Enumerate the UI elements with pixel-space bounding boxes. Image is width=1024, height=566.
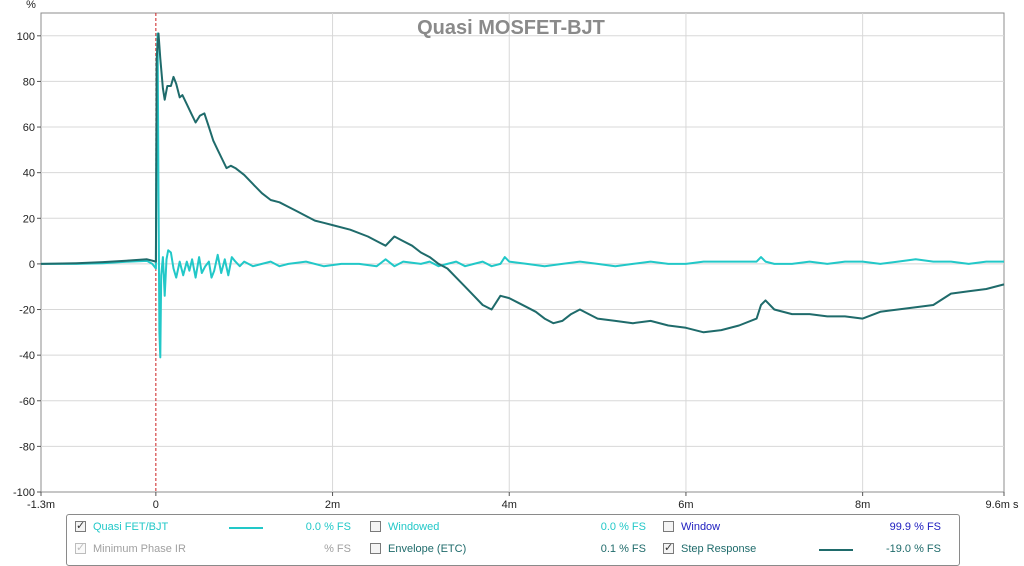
legend-checkbox[interactable]: ✓ [75, 520, 86, 532]
series-line-step-response [40, 32, 1005, 334]
legend-label: Step Response [681, 543, 757, 555]
x-tick-label: 8m [855, 499, 870, 511]
legend-panel: ✓ Quasi FET/BJT 0.0 % FS Windowed 0.0 % FS Wi… [66, 514, 960, 566]
legend-line-swatch [229, 527, 263, 529]
y-axis-unit-label: % [26, 0, 36, 11]
legend-value: -19.0 % FS [885, 543, 941, 555]
series-line-impulse [41, 32, 1004, 359]
legend-label: Envelope (ETC) [388, 543, 467, 555]
legend-value: 0.0 % FS [600, 521, 646, 533]
impulse-response-chart: 100 80 60 40 20 0 -20 -40 -60 -80 -100-1.3m 0 2m 4m 6m… [13, 0, 1019, 511]
x-tick-label: 4m [502, 499, 517, 511]
legend-label: Windowed [388, 521, 440, 533]
y-tick-label: 40 [23, 168, 35, 180]
y-tick-label: 0 [29, 259, 35, 271]
y-tick-label: -100 [13, 487, 35, 499]
y-tick-label: 60 [23, 122, 35, 134]
x-tick-label: -1.3m [27, 499, 55, 511]
y-tick-label: 100 [17, 31, 35, 43]
x-tick-label: 9.6m s [985, 499, 1019, 511]
plot-background [40, 12, 1005, 493]
legend-label: Window [681, 521, 721, 533]
legend-checkbox[interactable]: ✓ [663, 542, 674, 554]
y-tick-label: -40 [19, 350, 35, 362]
axis-ticks: 100 80 60 40 20 0 -20 -40 -60 -80 -100-1.3m 0 2m 4m 6m… [13, 31, 1019, 511]
y-tick-label: -60 [19, 396, 35, 408]
legend-label: Minimum Phase IR [93, 543, 186, 555]
legend-label: Quasi FET/BJT [93, 521, 169, 533]
legend-value: 99.9 % FS [889, 521, 941, 533]
legend-value: 0.0 % FS [305, 521, 351, 533]
legend-checkbox: ✓ [75, 542, 86, 554]
y-tick-label: 80 [23, 76, 35, 88]
x-tick-label: 0 [153, 499, 159, 511]
legend-line-swatch [819, 549, 853, 551]
legend-row: ✓ Minimum Phase IR % FS Envelope (ETC) 0.1 %… [67, 539, 959, 561]
y-tick-label: -20 [19, 305, 35, 317]
legend-checkbox[interactable] [663, 521, 674, 532]
x-tick-label: 6m [678, 499, 693, 511]
legend-row: ✓ Quasi FET/BJT 0.0 % FS Windowed 0.0 % FS Wi… [67, 517, 959, 539]
x-tick-label: 2m [325, 499, 340, 511]
legend-checkbox[interactable] [370, 543, 381, 554]
y-tick-label: -80 [19, 441, 35, 453]
series-lines [40, 32, 1005, 359]
y-tick-label: 20 [23, 213, 35, 225]
chart-title: Quasi MOSFET-BJT [417, 17, 605, 39]
legend-checkbox[interactable] [370, 521, 381, 532]
legend-value: 0.1 % FS [600, 543, 646, 555]
legend-value: % FS [324, 543, 351, 555]
